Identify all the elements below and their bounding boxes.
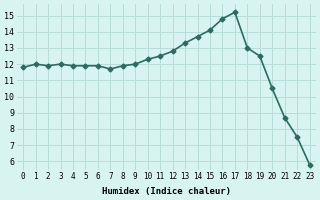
X-axis label: Humidex (Indice chaleur): Humidex (Indice chaleur) — [102, 187, 231, 196]
